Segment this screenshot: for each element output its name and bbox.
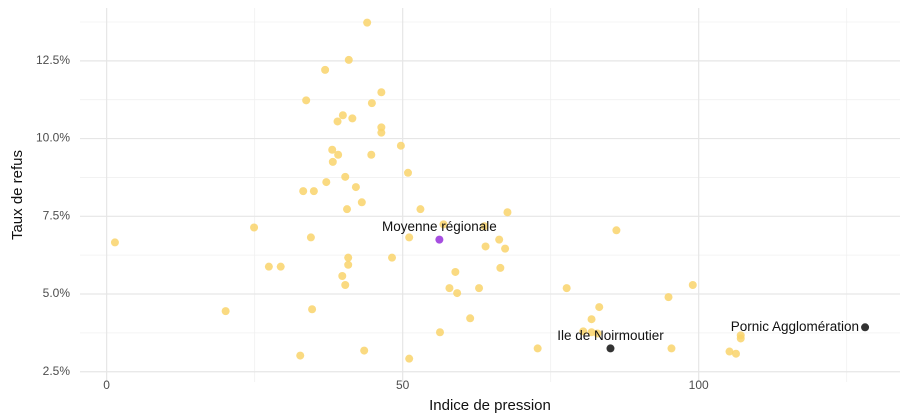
- y-tick-label: 5.0%: [43, 286, 71, 300]
- x-tick-label: 100: [689, 378, 709, 392]
- point: [388, 253, 397, 262]
- point: [357, 198, 366, 207]
- point: [343, 205, 352, 214]
- point: [466, 314, 475, 323]
- point: [404, 168, 412, 177]
- point: [495, 235, 504, 244]
- point: [405, 233, 414, 242]
- point: [341, 281, 350, 290]
- point: [360, 346, 369, 355]
- x-tick-label: 50: [396, 378, 410, 392]
- point: [533, 344, 542, 353]
- point: [861, 323, 870, 332]
- x-tick-label: 0: [103, 378, 110, 392]
- y-axis-title: Taux de refus: [9, 150, 26, 240]
- point: [396, 141, 405, 150]
- point: [475, 284, 484, 293]
- x-axis-title: Indice de pression: [429, 397, 551, 414]
- point: [451, 267, 460, 276]
- point: [321, 65, 330, 74]
- point: [341, 172, 350, 181]
- point: [501, 244, 510, 253]
- point: [439, 220, 448, 229]
- y-tick-label: 2.5%: [43, 364, 71, 378]
- point: [250, 223, 259, 232]
- point: [334, 150, 343, 159]
- point: [480, 222, 489, 231]
- point: [363, 18, 372, 27]
- point: [606, 344, 615, 353]
- point: [435, 328, 444, 337]
- point: [328, 145, 337, 154]
- point: [322, 178, 331, 187]
- point: [736, 334, 745, 343]
- point-label: Moyenne régionale: [382, 219, 497, 234]
- point: [221, 307, 230, 316]
- point: [348, 114, 357, 123]
- point: [664, 293, 673, 302]
- point: [344, 55, 353, 64]
- point-label: Pornic Agglomération: [731, 319, 859, 334]
- point: [308, 305, 317, 314]
- point: [338, 111, 347, 120]
- point: [732, 349, 740, 358]
- point: [667, 344, 676, 353]
- point: [496, 263, 505, 272]
- point: [328, 157, 337, 166]
- point: [302, 96, 311, 105]
- point: [306, 233, 315, 242]
- point: [562, 284, 571, 293]
- point: [453, 289, 462, 298]
- point: [351, 183, 360, 192]
- point: [503, 208, 512, 217]
- point: [338, 271, 347, 280]
- point: [595, 303, 604, 312]
- point: [612, 226, 621, 235]
- point: [299, 187, 308, 196]
- point: [725, 347, 734, 356]
- point: [688, 281, 697, 290]
- point: [445, 284, 454, 293]
- y-tick-label: 10.0%: [36, 131, 70, 145]
- point: [333, 117, 342, 126]
- point: [593, 329, 602, 338]
- point: [435, 235, 444, 244]
- point: [367, 99, 376, 108]
- point: [309, 187, 318, 196]
- point-label: Ile de Noirmoutier: [557, 328, 664, 343]
- point: [296, 351, 305, 360]
- point: [587, 315, 596, 324]
- point: [377, 88, 386, 97]
- point: [110, 238, 119, 247]
- point: [481, 242, 490, 251]
- point: [264, 262, 273, 271]
- point: [377, 128, 386, 137]
- point: [276, 262, 285, 271]
- point: [405, 354, 414, 363]
- point: [579, 327, 588, 336]
- point: [344, 253, 353, 262]
- point: [344, 260, 353, 269]
- point: [367, 150, 376, 159]
- point: [416, 205, 425, 214]
- y-tick-label: 12.5%: [36, 53, 70, 67]
- y-tick-label: 7.5%: [43, 208, 71, 222]
